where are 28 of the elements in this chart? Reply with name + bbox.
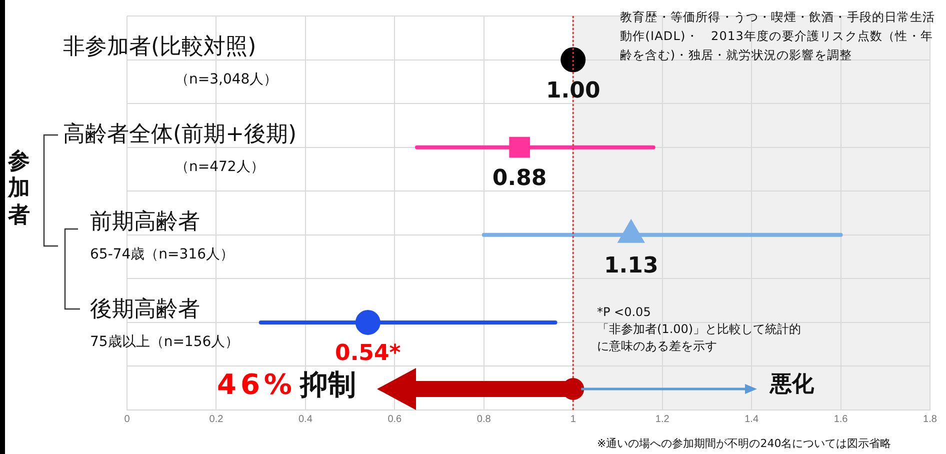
text: ※通いの場への参加期間が不明の240名については図示省略 <box>597 437 892 450</box>
annotation: 抑制 <box>300 368 356 402</box>
y-tick-label: 非参加者(比較対照) （n=3,048人） <box>63 34 278 88</box>
data-label: 1.13 <box>604 254 658 279</box>
x-tick-label: 0.2 <box>209 414 224 425</box>
annotation: 46% <box>216 368 296 402</box>
x-tick-label: 1.8 <box>923 414 938 425</box>
data-label: 1.00 <box>546 78 600 104</box>
y-tick-label: 高齢者全体(前期+後期) （n=472人） <box>63 122 297 175</box>
x-tick-label: 0.8 <box>476 414 492 425</box>
point <box>509 136 530 158</box>
x-tick-label: 1 <box>570 414 576 425</box>
x-tick-label: 1.4 <box>744 414 759 425</box>
data-label: 0.54* <box>335 341 402 366</box>
point <box>355 310 380 335</box>
y-tick-label: 後期高齢者 75歳以上（n=156人） <box>90 297 240 350</box>
x-tick-label: 1.6 <box>834 414 848 425</box>
point <box>560 47 586 72</box>
x-tick-label: 1.2 <box>655 414 670 425</box>
text: 参加者 <box>8 148 31 229</box>
y-tick-label: 前期高齢者 65-74歳（n=316人） <box>90 210 234 263</box>
annotation: 悪化 <box>770 372 814 398</box>
annotation: *P <0.05 「非参加者(1.00)」と比較して統計的に意味のある差を示す <box>597 304 802 355</box>
x-tick-label: 0.6 <box>388 414 402 425</box>
data-label: 0.88 <box>492 166 547 192</box>
x-tick-label: 0 <box>124 414 130 425</box>
annotation: 教育歴・等価所得・うつ・喫煙・飲酒・手段的日常生活動作(IADL)・ 2013年度の要介護リスク点数（性・年齢を含む)・独居・就労状況の影響を調整 <box>620 9 936 64</box>
x-tick-label: 0.4 <box>298 414 313 425</box>
